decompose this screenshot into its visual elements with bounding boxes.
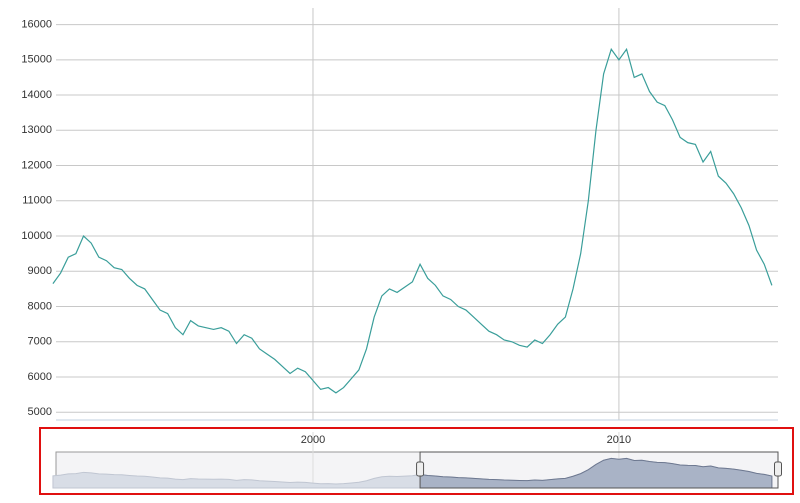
- y-tick-label: 7000: [28, 336, 52, 348]
- y-tick-label: 5000: [28, 406, 52, 418]
- y-tick-label: 15000: [21, 54, 52, 66]
- y-tick-label: 8000: [28, 300, 52, 312]
- y-tick-label: 13000: [21, 124, 52, 136]
- navigator-handle[interactable]: [416, 461, 425, 477]
- navigator-handle[interactable]: [774, 461, 782, 477]
- y-tick-label: 14000: [21, 89, 52, 101]
- navigator-selected-area: [420, 457, 773, 488]
- highlight-box: [39, 427, 794, 495]
- y-tick-label: 9000: [28, 265, 52, 277]
- x-tick-label: 2010: [607, 434, 631, 446]
- data-line: [52, 47, 773, 394]
- y-tick-label: 10000: [21, 230, 52, 242]
- y-tick-label: 6000: [28, 371, 52, 383]
- y-tick-label: 16000: [21, 18, 52, 30]
- x-tick-label: 2000: [301, 434, 325, 446]
- y-tick-label: 11000: [22, 195, 52, 207]
- y-tick-label: 12000: [21, 159, 52, 171]
